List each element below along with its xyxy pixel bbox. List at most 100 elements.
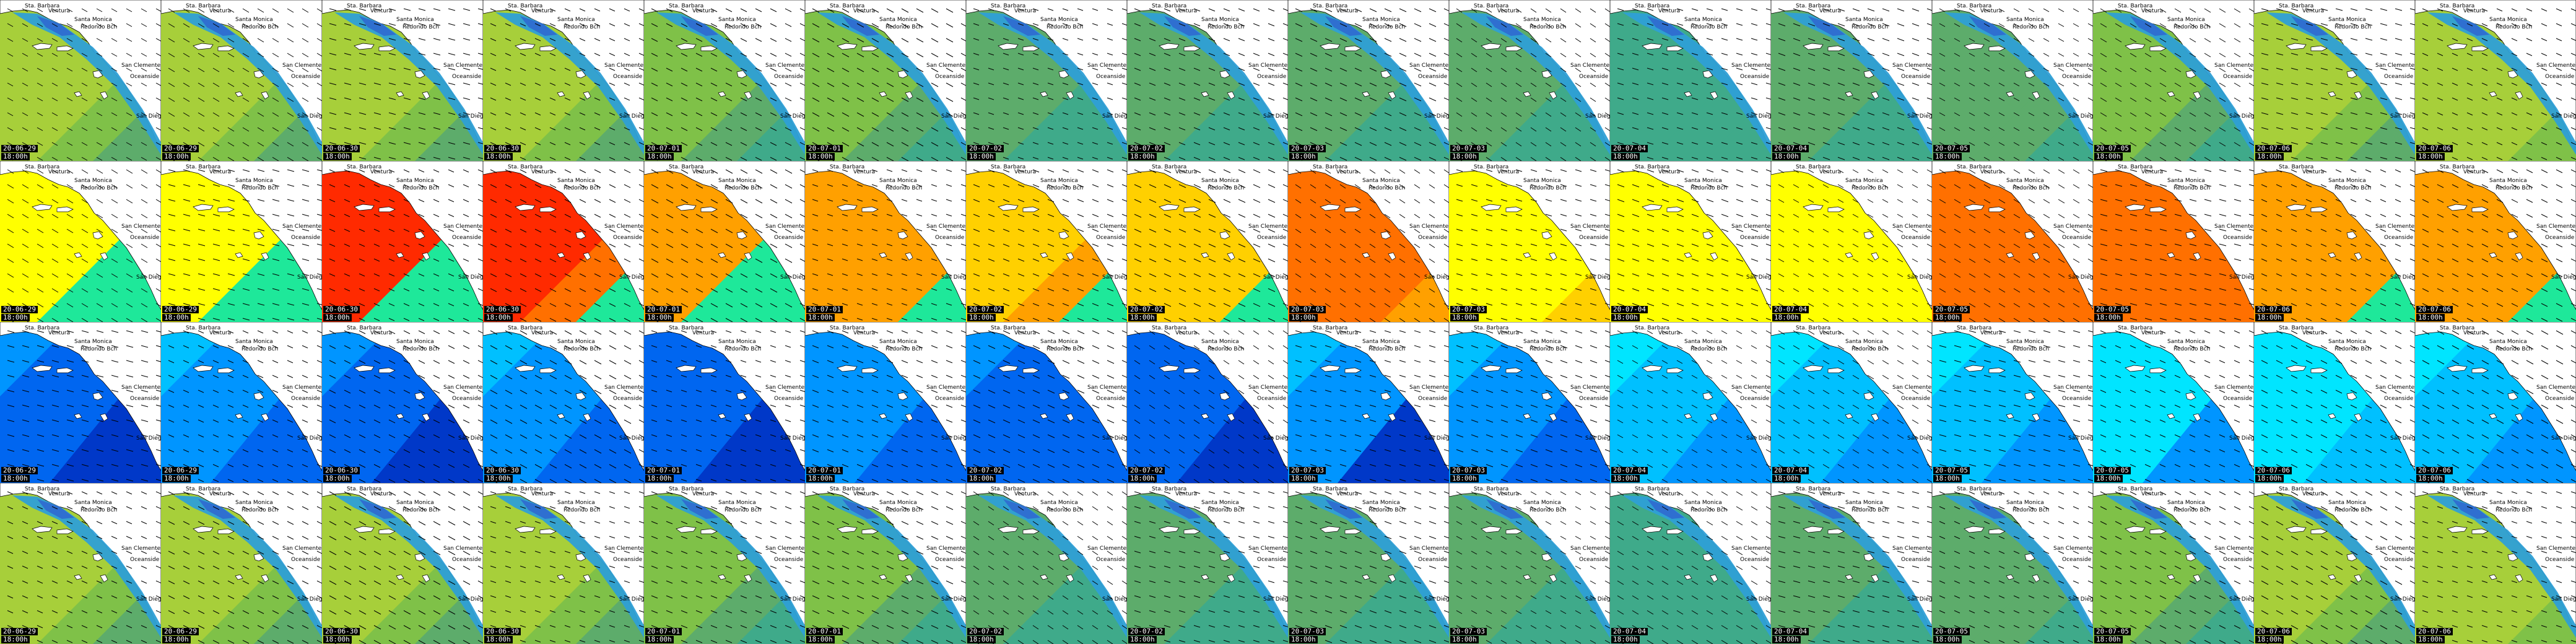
island [1642,43,1663,50]
place-label: Santa Monica [1362,339,1400,345]
place-label: Sta. Barbara [2118,164,2152,170]
island [2024,553,2035,562]
place-label: Oceanside [1579,74,1609,80]
place-label: Oceanside [2223,396,2253,402]
island [1863,553,1874,562]
island [414,70,425,79]
place-label: Sta. Barbara [1313,3,1347,9]
place-label: San Diego [297,274,322,281]
place-label: Oceanside [1257,396,1287,402]
place-label: San Diego [1263,596,1288,603]
island [2286,43,2307,50]
frame-time-label: 18:00h [806,153,835,160]
place-label: Sta. Barbara [1957,3,1991,9]
nearshore-band [1969,16,2006,36]
place-label: San Clemente [2536,63,2576,69]
map-panel: Sta. Barbara Ventura Santa Monica Redondo B… [1771,322,1932,483]
island [1549,413,1557,422]
map-panel: Sta. Barbara Ventura Santa Monica Redondo B… [1932,322,2093,483]
frame-time-label: 18:00h [1450,314,1479,321]
island [1344,45,1362,51]
place-label: Santa Monica [2006,178,2044,184]
island [718,91,726,97]
place-label: Redondo Bch [402,24,439,30]
place-label: Santa Monica [557,500,595,506]
place-label: Ventura [692,330,714,336]
direction-arrows [2261,491,2415,644]
place-label: San Diego [2551,274,2576,281]
island [32,43,53,50]
direction-arrows [7,330,161,482]
place-label: San Diego [1102,435,1127,442]
place-label: Santa Monica [1684,500,1722,506]
map-panel: Sta. Barbara Ventura Santa Monica Redondo B… [966,483,1127,644]
map-panel: Sta. Barbara Ventura Santa Monica Redondo B… [322,161,483,322]
frame-time-label: 18:00h [323,475,352,482]
land-area [1288,161,1449,310]
place-label: Santa Monica [1523,339,1561,345]
map-panel: Sta. Barbara Ventura Santa Monica Redondo B… [1610,161,1771,322]
island [2167,574,2175,580]
island [1505,367,1523,373]
island [1827,367,1845,373]
place-label: San Diego [2229,113,2254,120]
island [1505,206,1523,212]
map-panel: Sta. Barbara Ventura Santa Monica Redondo B… [1932,0,2093,161]
place-label: San Diego [619,596,644,603]
place-label: Ventura [1014,169,1036,175]
frame-time-label: 18:00h [2255,475,2284,482]
map-panel: Sta. Barbara Ventura Santa Monica Redondo B… [1449,322,1610,483]
island [2185,392,2196,401]
place-label: San Clemente [2053,224,2093,230]
island [1541,70,1552,79]
place-label: Ventura [2463,491,2485,497]
place-label: Santa Monica [396,17,434,23]
frame-date-label: 20-07-06 [2255,628,2292,635]
place-label: Oceanside [1096,74,1126,80]
island [1988,45,2006,51]
place-label: Redondo Bch [2012,346,2049,352]
land-area [1932,161,2093,310]
island [897,231,908,240]
island [1344,206,1362,212]
direction-arrows [973,491,1127,644]
island [2515,413,2523,422]
nearshore-band [2130,499,2167,519]
island [1183,367,1201,373]
place-label: Redondo Bch [2496,346,2532,352]
island [422,574,430,583]
frame-time-label: 18:00h [967,153,996,160]
direction-arrows [1456,169,1610,321]
land-area [483,161,644,310]
island [1523,91,1531,97]
place-label: San Clemente [2536,546,2576,552]
direction-arrows [1134,330,1288,483]
island [575,392,586,401]
frame-date-label: 20-07-01 [645,145,682,152]
place-label: San Diego [1746,113,1771,120]
place-label: San Clemente [1248,385,1288,391]
place-label: Santa Monica [1845,17,1883,23]
island [861,45,879,51]
place-label: Oceanside [1901,557,1931,563]
place-label: Ventura [1819,8,1841,14]
frame-time-label: 18:00h [1772,314,1801,321]
island [2507,392,2518,401]
place-label: Oceanside [2223,235,2253,241]
place-label: Oceanside [1096,396,1126,402]
place-label: Sta. Barbara [1635,3,1669,9]
island [2515,252,2523,261]
place-label: Santa Monica [1684,17,1722,23]
place-label: San Clemente [2214,63,2254,69]
place-label: Sta. Barbara [991,3,1025,9]
frame-date-label: 20-07-06 [2255,467,2292,474]
place-label: Ventura [531,169,553,175]
place-label: Sta. Barbara [669,3,703,9]
place-label: Santa Monica [1201,178,1239,184]
island [744,574,752,583]
